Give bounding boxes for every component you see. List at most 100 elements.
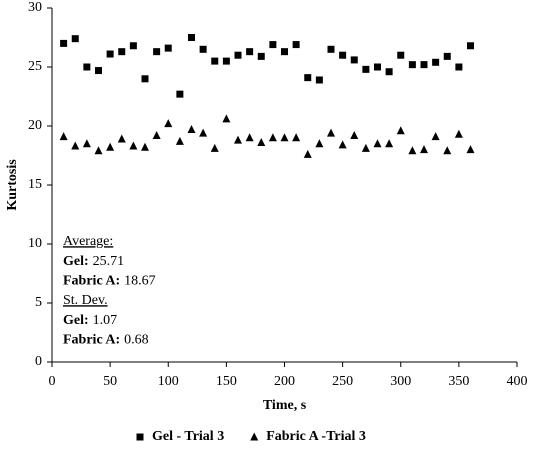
marker-square (141, 75, 149, 83)
marker-triangle (315, 139, 324, 148)
marker-square (188, 34, 195, 41)
annotation-value: 18.67 (124, 274, 156, 289)
legend-marker (136, 433, 144, 441)
marker-triangle (292, 133, 301, 142)
marker-triangle (71, 141, 80, 150)
marker-square (281, 48, 288, 56)
annotation-line: Fabric A: 0.68 (63, 333, 149, 348)
marker-square (292, 41, 300, 49)
annotation-heading: St. Dev. (63, 293, 108, 308)
marker-triangle (129, 141, 138, 150)
marker-triangle (431, 132, 440, 141)
annotation-line: Fabric A: 18.67 (63, 274, 156, 289)
marker-square (374, 63, 381, 71)
marker-square (362, 65, 370, 73)
y-axis-title: Kurtosis (5, 159, 20, 211)
marker-square (315, 76, 323, 84)
marker-triangle (385, 139, 394, 148)
marker-square (129, 42, 137, 50)
marker-triangle (210, 143, 219, 152)
marker-square (164, 44, 172, 52)
annotation-line: Gel: 1.07 (63, 313, 117, 328)
marker-square (327, 45, 335, 53)
marker-square (211, 57, 219, 65)
marker-square (397, 51, 405, 59)
x-tick-label: 300 (390, 374, 411, 389)
x-tick-label: 150 (216, 374, 237, 389)
marker-triangle (420, 145, 428, 154)
annotation-label: Gel: (63, 313, 89, 328)
x-tick-label: 200 (274, 374, 295, 389)
marker-square (153, 48, 161, 56)
marker-square (83, 63, 91, 71)
marker-square (71, 35, 79, 43)
marker-square (106, 50, 114, 58)
marker-triangle (408, 146, 417, 155)
legend-label: Fabric A -Trial 3 (266, 429, 366, 444)
marker-square (269, 41, 277, 49)
marker-square (385, 68, 393, 76)
marker-triangle (106, 142, 115, 151)
marker-triangle (222, 114, 231, 123)
marker-square (95, 67, 102, 75)
marker-triangle (373, 139, 382, 148)
x-tick-label: 0 (49, 374, 56, 389)
marker-square (304, 74, 312, 82)
marker-square (420, 61, 428, 69)
annotation-heading: Average: (63, 234, 113, 249)
marker-triangle (59, 132, 68, 141)
marker-triangle (361, 143, 370, 152)
y-tick-label: 20 (28, 118, 42, 133)
marker-triangle (187, 125, 196, 134)
x-tick-label: 400 (507, 374, 528, 389)
marker-square (443, 52, 451, 60)
marker-triangle (443, 146, 452, 155)
annotation-line: Gel: 25.71 (63, 254, 124, 269)
marker-square (408, 61, 416, 69)
marker-triangle (396, 126, 405, 135)
annotation-label: Gel: (63, 254, 89, 269)
annotation-label: Fabric A: (63, 333, 120, 348)
annotation-label: Fabric A: (63, 274, 120, 289)
marker-triangle (164, 119, 173, 128)
marker-square (455, 63, 463, 71)
marker-square (432, 58, 440, 66)
marker-triangle (257, 138, 266, 147)
legend-marker (250, 432, 259, 441)
marker-square (199, 45, 207, 53)
marker-triangle (94, 146, 103, 155)
annotation-value: 1.07 (93, 313, 118, 328)
y-tick-label: 10 (28, 236, 42, 251)
marker-triangle (280, 133, 289, 142)
marker-square (257, 52, 265, 60)
y-tick-label: 15 (28, 177, 42, 192)
marker-triangle (350, 130, 359, 139)
marker-triangle (245, 133, 254, 142)
annotation-value: 0.68 (124, 333, 149, 348)
marker-triangle (175, 136, 184, 145)
annotation-value: 25.71 (93, 254, 125, 269)
marker-triangle (466, 145, 475, 154)
marker-triangle (141, 142, 149, 151)
marker-triangle (152, 130, 161, 139)
marker-triangle (199, 128, 208, 137)
marker-triangle (454, 129, 463, 138)
x-tick-label: 350 (448, 374, 469, 389)
x-tick-label: 100 (158, 374, 179, 389)
marker-square (350, 56, 358, 64)
marker-triangle (117, 134, 126, 143)
marker-triangle (234, 135, 242, 144)
marker-square (176, 90, 184, 98)
marker-triangle (82, 139, 91, 148)
y-tick-label: 5 (35, 295, 42, 310)
marker-triangle (268, 133, 277, 142)
x-tick-label: 50 (103, 374, 117, 389)
marker-square (234, 51, 242, 59)
marker-triangle (327, 128, 335, 137)
marker-square (60, 39, 68, 47)
legend-label: Gel - Trial 3 (152, 429, 224, 444)
x-axis-title: Time, s (263, 398, 307, 413)
y-tick-label: 30 (28, 0, 42, 15)
y-tick-label: 25 (28, 59, 42, 74)
